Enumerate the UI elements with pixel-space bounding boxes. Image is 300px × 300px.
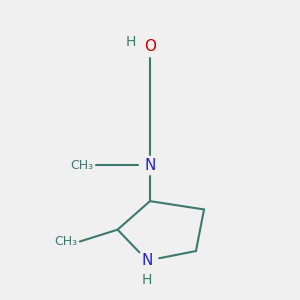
Text: N: N [144, 158, 156, 173]
Text: H: H [142, 273, 152, 286]
Text: O: O [144, 39, 156, 54]
Text: CH₃: CH₃ [54, 235, 77, 248]
Text: H: H [126, 35, 136, 49]
Text: N: N [142, 253, 153, 268]
Text: CH₃: CH₃ [70, 159, 93, 172]
